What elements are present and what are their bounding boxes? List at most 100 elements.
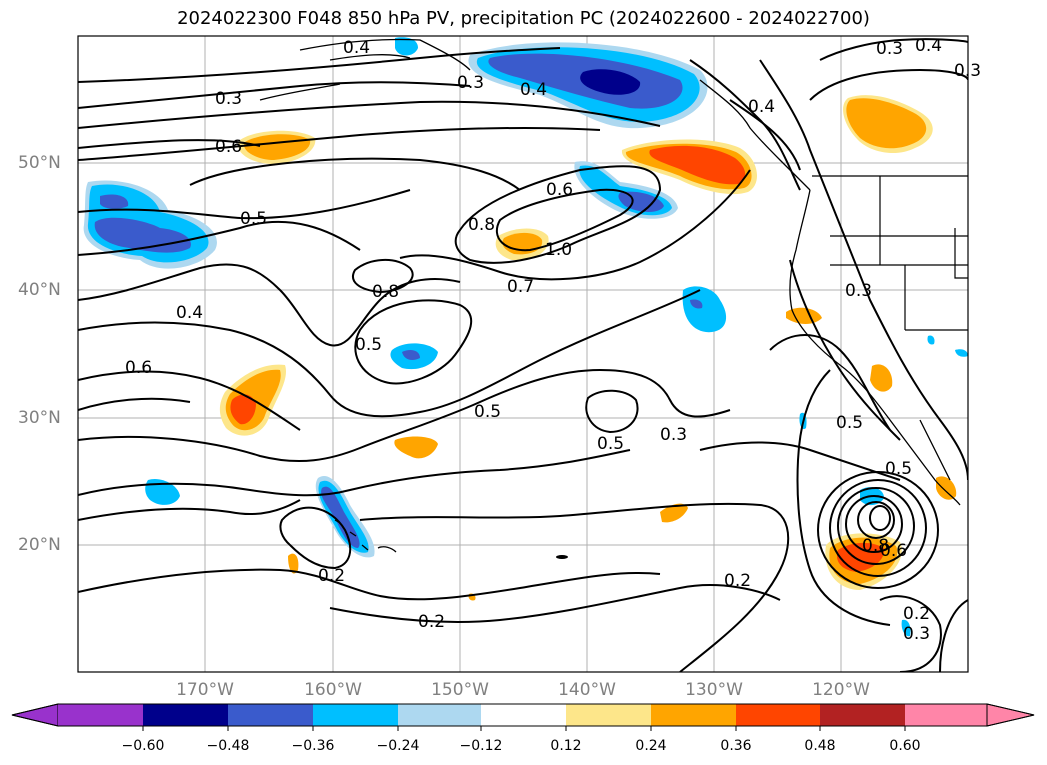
contour-line: [354, 299, 473, 385]
contour-label: 0.2: [318, 566, 345, 586]
contour-label: 0.4: [343, 38, 370, 58]
contour-line: [495, 188, 634, 252]
lat-label: 30°N: [18, 408, 61, 428]
contour-line: [189, 157, 521, 191]
contour-line: [769, 334, 891, 431]
precip-pos-18n: [288, 553, 299, 574]
colorbar-bin: [820, 704, 905, 726]
coastlines: [259, 38, 961, 553]
precip-pos-coast-1: [786, 307, 822, 324]
map-title: 2024022300 F048 850 hPa PV, precipitatio…: [177, 8, 870, 29]
contour-label: 0.3: [954, 61, 981, 81]
contour-line: [78, 568, 661, 601]
colorbar-tick-label: −0.60: [121, 738, 165, 754]
colorbar-outline: [11, 703, 1035, 727]
contour-line: [329, 584, 781, 624]
contour-label: 0.3: [845, 281, 872, 301]
contour-label: 0.5: [836, 413, 863, 433]
contour-line: [78, 126, 601, 161]
contour-label: 0.8: [468, 215, 495, 235]
contour-line: [279, 506, 352, 570]
contour-line: [585, 389, 639, 434]
precip-pos-ne: [846, 98, 927, 149]
contour-line: [829, 479, 927, 577]
contour-label: 0.4: [748, 97, 775, 117]
state-border: [830, 176, 968, 331]
contour-line: [759, 59, 968, 481]
contour-label: 0.3: [457, 73, 484, 93]
contour-label: 0.7: [507, 277, 534, 297]
colorbar-bin: [481, 704, 566, 726]
colorbar-tick-label: 0.36: [720, 738, 752, 754]
lon-label: 120°W: [812, 680, 870, 700]
colorbar-tick-label: −0.48: [206, 738, 250, 754]
precip-neg-tiny-3: [955, 349, 968, 357]
contour-label: 0.6: [880, 541, 907, 561]
contour-label: 0.5: [597, 434, 624, 454]
map-frame: [77, 35, 969, 673]
contour-label-group: 0.4 0.3 0.3 0.4 0.3 0.4 0.4 0.6 0.6 0.5 …: [125, 36, 981, 644]
lat-label: 20°N: [18, 535, 61, 555]
lat-label: 40°N: [18, 280, 61, 300]
contour-label: 0.8: [862, 536, 889, 556]
contour-line: [879, 595, 942, 672]
contour-line: [78, 100, 661, 129]
contour-label: 0.5: [355, 335, 382, 355]
contour-label: 0.3: [903, 624, 930, 644]
contour-line: [869, 505, 891, 531]
colorbar-bin: [905, 704, 987, 726]
contour-label: 0.5: [240, 209, 267, 229]
contour-line: [837, 487, 915, 565]
contour-line: [78, 220, 361, 256]
lat-label: 50°N: [18, 153, 61, 173]
contour-label: 0.6: [125, 358, 152, 378]
colorbar-tick-label: 0.24: [635, 738, 667, 754]
contour-line: [729, 99, 801, 171]
contour-line: [399, 169, 751, 281]
contour-line: [78, 263, 461, 347]
contour-label: 0.8: [372, 282, 399, 302]
colorbar-tick-label: 0.12: [550, 738, 582, 754]
contour-line: [78, 370, 301, 431]
precip-pos-coast-2: [870, 364, 893, 392]
borders: [812, 175, 968, 331]
colorbar-tick-label: 0.60: [889, 738, 921, 754]
precip-neg-west-45n-top: [100, 194, 129, 209]
contour-label: 1.0: [545, 240, 572, 260]
colorbar-tick-label: −0.24: [376, 738, 420, 754]
precip-pos-22n: [660, 503, 688, 523]
precip-neg-23n: [145, 478, 180, 505]
contour-label: 0.6: [215, 137, 242, 157]
colorbar-bin: [736, 704, 820, 726]
colorbar-bin: [398, 704, 481, 726]
contour-label: 0.3: [215, 89, 242, 109]
precip-neg-alaska-small: [395, 37, 418, 56]
contour-line: [817, 471, 939, 589]
precip-pos-nw-core: [649, 145, 746, 185]
contour-line: [796, 369, 891, 626]
contour-line: [78, 397, 191, 411]
lon-label: 160°W: [304, 680, 362, 700]
lon-label: 170°W: [176, 680, 234, 700]
colorbar-bin: [143, 704, 228, 726]
precip-neg-40n: [682, 286, 727, 333]
contour-label: 0.3: [660, 425, 687, 445]
colorbar-tick-label: −0.36: [291, 738, 335, 754]
colorbar-bin: [566, 704, 651, 726]
contour-line: [78, 368, 731, 463]
alaska-coast: [259, 38, 811, 191]
colorbar-tick-label: −0.12: [459, 738, 503, 754]
pv-contours: [78, 38, 968, 672]
colorbar-bin: [651, 704, 736, 726]
precip-neg-40n-core: [690, 299, 703, 309]
contour-line: [352, 259, 414, 294]
contour-label: 0.2: [418, 612, 445, 632]
contour-label: 0.4: [915, 36, 942, 56]
contour-line: [789, 259, 901, 441]
westcoast-us: [789, 189, 961, 506]
contour-label: 0.4: [520, 80, 547, 100]
contour-label: 0.2: [903, 604, 930, 624]
colorbar-bin: [58, 704, 143, 726]
colorbar-tick-label: 0.48: [804, 738, 836, 754]
